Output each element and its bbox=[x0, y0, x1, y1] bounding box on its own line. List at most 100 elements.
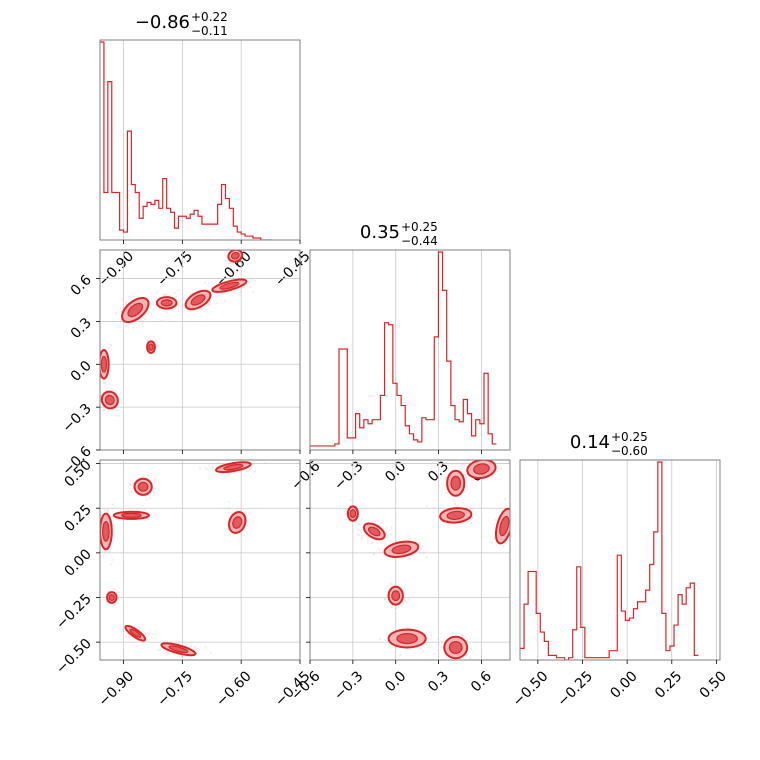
sample-point bbox=[399, 654, 402, 657]
sample-point bbox=[437, 509, 440, 512]
sample-point bbox=[138, 628, 142, 631]
sample-point bbox=[511, 496, 513, 498]
sample-point bbox=[129, 483, 132, 486]
plot-area-p00 bbox=[100, 41, 273, 240]
sample-point bbox=[360, 517, 363, 521]
contour-blob bbox=[112, 510, 151, 520]
sample-point bbox=[102, 554, 105, 557]
sample-point bbox=[104, 381, 107, 384]
sample-point bbox=[436, 638, 440, 641]
axis-frame bbox=[99, 39, 301, 241]
sample-point bbox=[356, 532, 359, 535]
sample-point bbox=[203, 281, 206, 284]
y-tick-label: 0.25 bbox=[61, 502, 94, 535]
contour-blob bbox=[494, 507, 510, 545]
panel-title-median: −0.86 bbox=[135, 12, 190, 33]
sample-point bbox=[405, 601, 408, 604]
contour-blob bbox=[383, 540, 420, 558]
panel-p11: −0.6−0.30.00.30.60.35+0.25−0.44 bbox=[288, 220, 511, 494]
sample-point bbox=[229, 262, 232, 265]
sample-point bbox=[156, 343, 159, 346]
sample-point bbox=[148, 634, 151, 637]
sample-point bbox=[158, 308, 162, 311]
sample-point bbox=[189, 645, 192, 648]
sample-point bbox=[153, 493, 156, 496]
x-tick-label: 0.25 bbox=[652, 668, 685, 701]
sample-point bbox=[147, 474, 150, 477]
contour-blob bbox=[214, 461, 252, 474]
histogram-step-line bbox=[520, 461, 699, 660]
panel-p20: −0.90 −0.75 −0.60 −0.45−0.50−0.250.000.250.… bbox=[53, 457, 313, 710]
sample-point bbox=[124, 303, 127, 306]
grid-p20 bbox=[100, 460, 300, 660]
sample-point bbox=[250, 279, 253, 282]
sample-point bbox=[470, 522, 473, 525]
contour-level-inner bbox=[137, 481, 149, 492]
sample-point bbox=[442, 508, 445, 511]
sample-point bbox=[229, 245, 231, 247]
contour-level-inner bbox=[190, 294, 206, 306]
axis-frame bbox=[309, 249, 511, 451]
sample-point bbox=[385, 527, 388, 530]
sample-point bbox=[144, 318, 147, 321]
sample-point bbox=[239, 287, 243, 290]
sample-point bbox=[106, 510, 109, 513]
y-tick-label: −0.50 bbox=[53, 636, 95, 678]
sample-point bbox=[138, 626, 141, 629]
contour-level-inner bbox=[223, 463, 244, 471]
sample-point bbox=[111, 503, 114, 506]
sample-point bbox=[124, 301, 127, 304]
x-tick-label: 0.50 bbox=[697, 668, 730, 701]
sample-point bbox=[117, 596, 120, 599]
contour-level-inner bbox=[129, 628, 142, 638]
sample-point bbox=[243, 286, 246, 289]
sample-point bbox=[130, 484, 133, 487]
contour-level-inner bbox=[100, 355, 108, 373]
sample-point bbox=[132, 326, 135, 329]
sample-point bbox=[389, 605, 393, 609]
contour-blob bbox=[387, 628, 427, 649]
contour-level-inner bbox=[102, 521, 110, 542]
sample-point bbox=[173, 291, 176, 295]
sample-point bbox=[107, 346, 110, 350]
sample-point bbox=[162, 293, 166, 297]
panel-p00: −0.90 −0.75 −0.60 −0.45−0.86 +0.22−0.11 bbox=[95, 10, 313, 290]
contour-blob bbox=[146, 340, 156, 354]
sample-point bbox=[433, 506, 436, 510]
sample-point bbox=[228, 262, 231, 265]
sample-point bbox=[350, 499, 353, 502]
sample-point bbox=[500, 467, 503, 470]
sample-point bbox=[179, 305, 182, 308]
contour-level-inner bbox=[148, 343, 154, 351]
sample-point bbox=[426, 636, 429, 639]
panel-p10: −0.6−0.30.00.30.6 bbox=[59, 245, 301, 479]
sample-point bbox=[233, 291, 236, 294]
sample-point bbox=[235, 248, 237, 250]
sample-point bbox=[200, 307, 203, 310]
sample-point bbox=[453, 499, 456, 502]
sample-point bbox=[167, 652, 171, 655]
sample-point bbox=[419, 552, 422, 555]
sample-point bbox=[104, 509, 107, 512]
sample-point bbox=[462, 462, 465, 465]
sample-point bbox=[223, 299, 227, 302]
sample-point bbox=[125, 636, 128, 639]
sample-point bbox=[101, 346, 104, 349]
sample-point bbox=[108, 550, 111, 553]
sample-point bbox=[459, 522, 462, 526]
sample-point bbox=[146, 517, 149, 521]
sample-point bbox=[152, 633, 155, 636]
y-tick-label: 0.0 bbox=[68, 358, 95, 385]
y-tick-label: 0.6 bbox=[68, 272, 95, 299]
sample-point bbox=[390, 525, 393, 529]
sample-point bbox=[143, 508, 146, 511]
sample-point bbox=[104, 550, 107, 553]
grid-p22 bbox=[537, 460, 717, 660]
sample-point bbox=[469, 506, 472, 509]
sample-point bbox=[511, 531, 513, 533]
sample-point bbox=[351, 524, 354, 527]
sample-point bbox=[214, 302, 218, 305]
sample-point bbox=[425, 505, 428, 508]
sample-point bbox=[157, 649, 160, 652]
sample-point bbox=[114, 311, 118, 314]
